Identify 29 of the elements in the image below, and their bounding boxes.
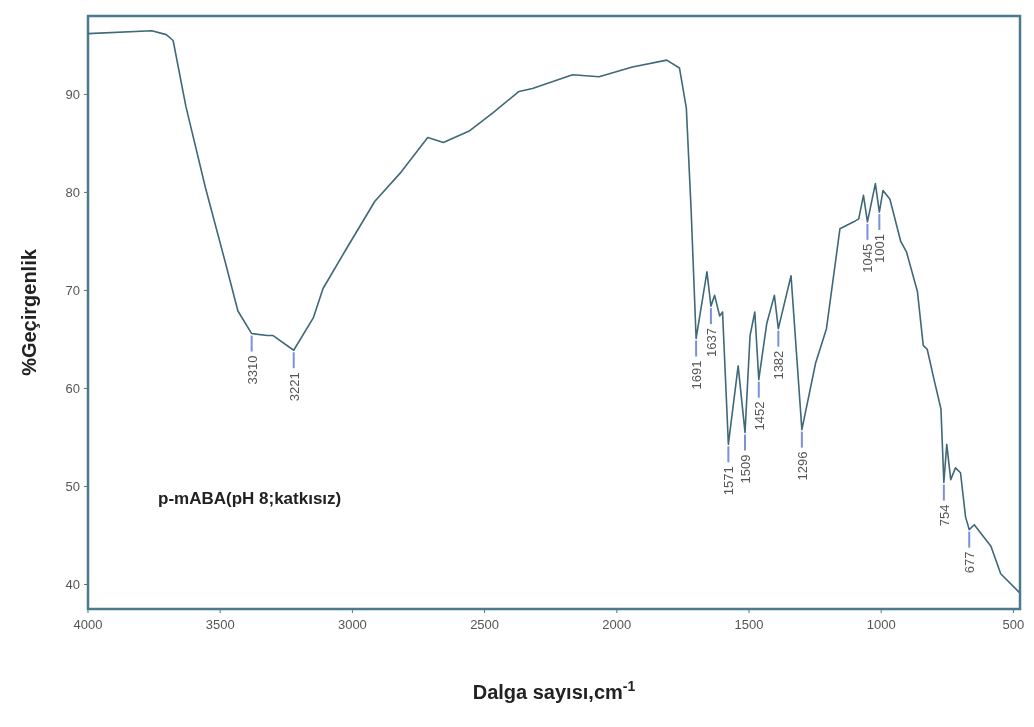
y-tick-label: 60	[65, 381, 80, 397]
y-tick-label: 80	[65, 185, 80, 201]
annotation: 1571	[721, 466, 737, 496]
annotation: 1382	[771, 350, 787, 380]
annotation: 1452	[751, 401, 767, 431]
y-tick-label: 50	[65, 479, 80, 495]
annotation: 754	[936, 504, 952, 527]
y-tick-label: 40	[65, 577, 80, 593]
annotation: 3310	[244, 355, 260, 385]
x-axis-title: Dalga sayısı,cm$^{-1}$	[472, 678, 636, 703]
x-tick-label: 500	[1002, 617, 1025, 632]
x-tick-label: 2000	[602, 617, 632, 632]
annotation: 1637	[703, 328, 719, 358]
y-tick-label: 70	[65, 283, 80, 299]
y-tick-label: 90	[65, 87, 80, 103]
x-tick-label: 3000	[337, 617, 367, 632]
x-tick-label: 1000	[866, 617, 896, 632]
x-tick-label: 1500	[734, 617, 764, 632]
annotation: 677	[962, 551, 978, 574]
annotation: 3221	[286, 372, 302, 402]
x-tick-label: 2500	[470, 617, 500, 632]
annotation: p-mABA(pH 8;katkısız)	[158, 489, 342, 508]
annotation: 1509	[738, 454, 754, 484]
x-tick-label: 4000	[73, 617, 103, 632]
annotation: 1296	[794, 451, 810, 481]
x-tick-label: 3500	[205, 617, 235, 632]
y-axis-title: %Geçirgenlik	[18, 248, 40, 376]
annotation: 1691	[689, 360, 705, 390]
line-series	[87, 29, 1021, 594]
